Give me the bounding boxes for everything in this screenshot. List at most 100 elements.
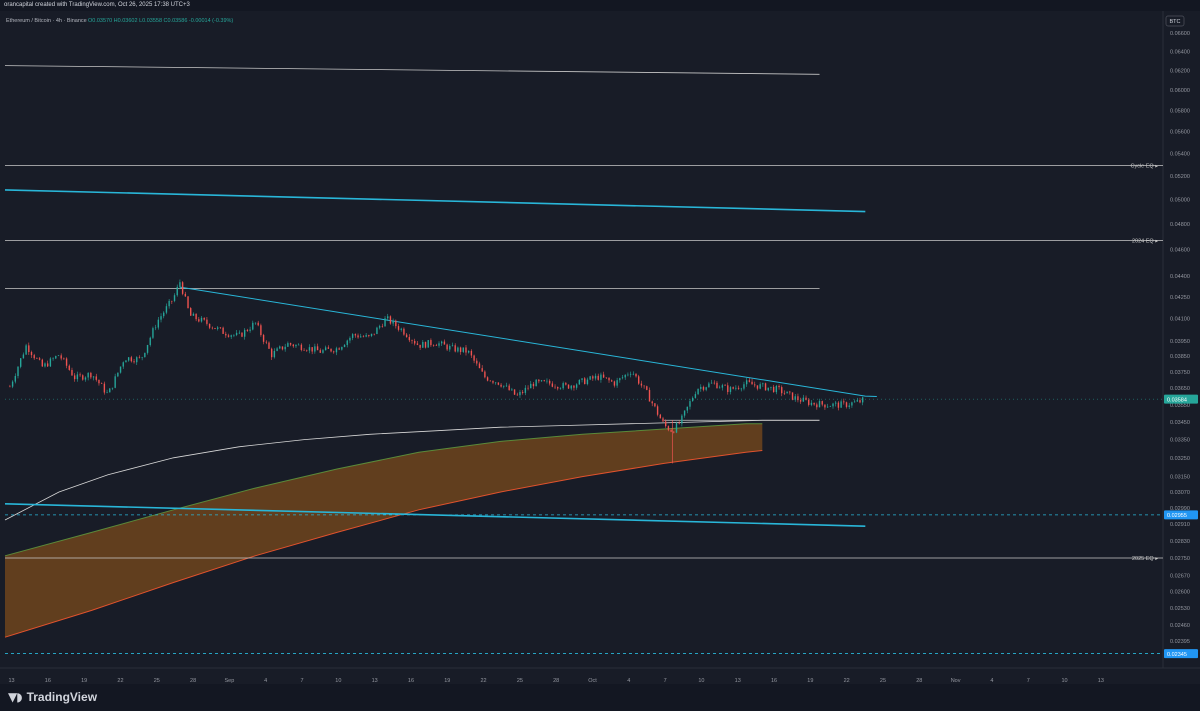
candle-body[interactable] bbox=[521, 391, 524, 393]
candle-body[interactable] bbox=[154, 327, 157, 329]
candle-body[interactable] bbox=[284, 346, 286, 350]
candle-body[interactable] bbox=[613, 381, 616, 386]
candle-body[interactable] bbox=[581, 378, 583, 380]
candle-body[interactable] bbox=[543, 380, 545, 382]
candle-body[interactable] bbox=[362, 336, 365, 338]
candle-body[interactable] bbox=[670, 430, 672, 432]
candle-body[interactable] bbox=[632, 373, 635, 375]
candle-body[interactable] bbox=[198, 319, 200, 322]
candle-body[interactable] bbox=[621, 377, 624, 379]
candle-body[interactable] bbox=[373, 333, 375, 335]
candle-body[interactable] bbox=[179, 282, 181, 287]
candle-body[interactable] bbox=[122, 362, 124, 367]
candle-body[interactable] bbox=[314, 346, 316, 352]
candle-body[interactable] bbox=[643, 385, 645, 387]
candle-body[interactable] bbox=[783, 393, 786, 394]
candle-body[interactable] bbox=[381, 326, 384, 327]
candle-body[interactable] bbox=[238, 332, 240, 334]
candle-body[interactable] bbox=[343, 344, 346, 347]
candle-body[interactable] bbox=[219, 327, 222, 329]
candle-body[interactable] bbox=[484, 371, 486, 378]
candle-body[interactable] bbox=[400, 328, 402, 330]
candle-body[interactable] bbox=[117, 372, 119, 377]
candle-body[interactable] bbox=[575, 384, 578, 388]
candle-body[interactable] bbox=[190, 308, 192, 316]
candle-body[interactable] bbox=[659, 414, 662, 419]
candle-body[interactable] bbox=[481, 368, 483, 372]
candle-body[interactable] bbox=[84, 377, 87, 380]
candle-body[interactable] bbox=[600, 374, 602, 380]
candle-body[interactable] bbox=[76, 374, 79, 380]
candle-body[interactable] bbox=[357, 335, 359, 338]
candle-body[interactable] bbox=[619, 378, 621, 381]
candle-body[interactable] bbox=[392, 320, 394, 324]
candle-body[interactable] bbox=[856, 400, 859, 402]
candle-body[interactable] bbox=[710, 382, 713, 384]
candle-body[interactable] bbox=[387, 316, 389, 319]
candle-body[interactable] bbox=[111, 387, 114, 389]
candle-body[interactable] bbox=[505, 385, 508, 387]
candle-body[interactable] bbox=[594, 375, 597, 379]
candle-body[interactable] bbox=[840, 401, 842, 408]
candle-body[interactable] bbox=[449, 345, 451, 350]
candle-body[interactable] bbox=[689, 401, 691, 407]
candle-body[interactable] bbox=[187, 296, 189, 309]
candle-body[interactable] bbox=[451, 345, 454, 346]
candle-body[interactable] bbox=[300, 344, 303, 350]
candle-body[interactable] bbox=[73, 375, 76, 380]
descending-resistance-line[interactable] bbox=[179, 286, 877, 397]
candle-body[interactable] bbox=[462, 347, 464, 352]
candle-body[interactable] bbox=[133, 361, 135, 363]
price-chart[interactable]: 0.06600 0.06400 0.06200 0.06000 0.05800 0.056… bbox=[0, 11, 1200, 684]
candle-body[interactable] bbox=[57, 355, 60, 356]
candle-body[interactable] bbox=[702, 386, 705, 390]
candle-body[interactable] bbox=[508, 385, 510, 391]
candle-body[interactable] bbox=[810, 402, 813, 405]
candle-body[interactable] bbox=[551, 383, 554, 387]
candle-body[interactable] bbox=[813, 402, 815, 405]
candle-body[interactable] bbox=[227, 335, 230, 337]
candle-body[interactable] bbox=[492, 381, 494, 383]
candle-body[interactable] bbox=[697, 388, 699, 395]
candle-body[interactable] bbox=[584, 378, 586, 385]
candle-body[interactable] bbox=[214, 328, 216, 329]
candle-body[interactable] bbox=[349, 337, 351, 341]
candle-body[interactable] bbox=[376, 327, 378, 335]
candle-body[interactable] bbox=[818, 401, 821, 408]
candle-body[interactable] bbox=[624, 374, 626, 378]
candle-body[interactable] bbox=[414, 340, 416, 344]
candle-body[interactable] bbox=[130, 357, 133, 362]
candle-body[interactable] bbox=[341, 346, 343, 350]
candle-body[interactable] bbox=[608, 377, 610, 381]
candle-body[interactable] bbox=[781, 387, 783, 394]
candle-body[interactable] bbox=[384, 318, 386, 327]
candle-body[interactable] bbox=[306, 350, 308, 352]
candle-body[interactable] bbox=[68, 365, 70, 370]
candle-body[interactable] bbox=[764, 383, 767, 391]
candle-body[interactable] bbox=[465, 347, 467, 353]
candle-body[interactable] bbox=[270, 348, 273, 358]
candle-body[interactable] bbox=[573, 385, 575, 388]
candle-body[interactable] bbox=[432, 345, 435, 346]
candle-body[interactable] bbox=[260, 325, 262, 336]
candle-body[interactable] bbox=[794, 396, 796, 400]
candle-body[interactable] bbox=[640, 383, 643, 386]
candle-body[interactable] bbox=[106, 392, 108, 393]
candle-body[interactable] bbox=[662, 418, 664, 422]
candle-body[interactable] bbox=[28, 345, 30, 353]
candle-body[interactable] bbox=[786, 391, 788, 394]
candle-body[interactable] bbox=[281, 346, 284, 350]
candle-body[interactable] bbox=[548, 380, 551, 384]
candle-body[interactable] bbox=[470, 350, 473, 356]
candle-body[interactable] bbox=[718, 387, 721, 389]
candle-body[interactable] bbox=[330, 348, 332, 352]
candle-body[interactable] bbox=[241, 332, 243, 337]
candle-body[interactable] bbox=[265, 341, 267, 343]
candle-body[interactable] bbox=[114, 376, 116, 388]
candle-body[interactable] bbox=[824, 404, 826, 408]
candle-body[interactable] bbox=[756, 385, 759, 389]
candle-body[interactable] bbox=[208, 323, 211, 328]
candle-body[interactable] bbox=[225, 333, 227, 336]
candle-body[interactable] bbox=[638, 376, 640, 384]
candle-body[interactable] bbox=[160, 316, 162, 320]
